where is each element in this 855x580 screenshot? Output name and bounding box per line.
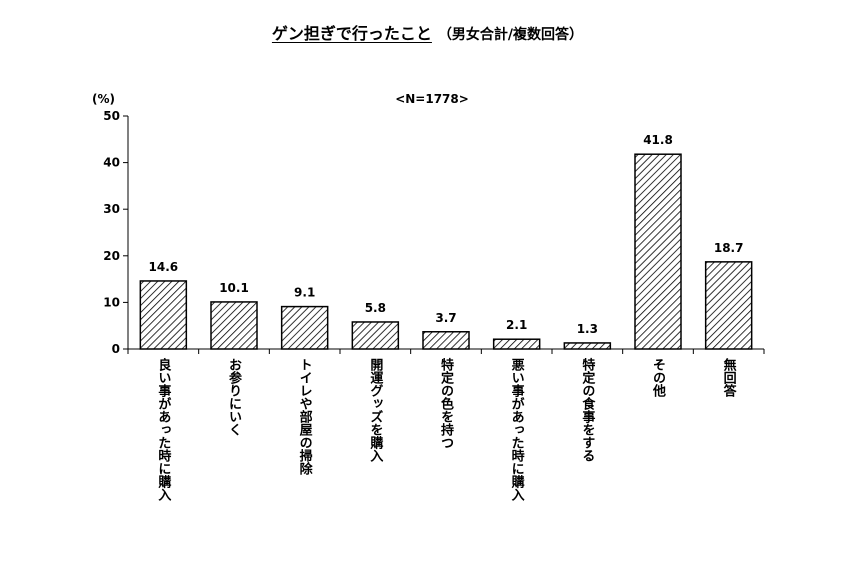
data-label: 9.1 [294,286,315,300]
sample-size-note: <N=1778> [395,92,469,106]
data-label: 5.8 [365,301,386,315]
bar [139,280,188,350]
y-tick-label: 10 [103,295,120,309]
x-tick-label: 無回答 [720,358,736,397]
x-tick-label: 良い事があった時に購入 [155,358,171,501]
x-tick-label: お参りにいく [226,358,241,436]
x-tick-label: 開運グッズを購入 [367,358,383,462]
data-label: 18.7 [714,241,744,255]
data-label: 1.3 [577,322,598,336]
y-tick-label: 50 [103,109,120,123]
data-label: 41.8 [643,133,673,147]
chart-title-row: ゲン担ぎで行ったこと （男女合計/複数回答） [0,20,855,44]
bar [351,321,400,350]
bar [422,331,470,350]
bar [210,301,258,350]
bar [704,261,753,350]
y-tick-label: 40 [103,156,120,170]
y-axis-label: (%) [92,92,115,106]
x-tick-label: 悪い事があった時に購入 [508,358,524,501]
x-tick-label: 特定の色を持つ [438,358,453,449]
data-label: 10.1 [219,281,249,295]
x-tick-label: トイレや部屋の掃除 [296,358,312,475]
x-tick-label: その他 [650,358,665,397]
chart-title: ゲン担ぎで行ったこと [271,24,432,43]
data-label: 14.6 [149,260,179,274]
y-tick-label: 0 [112,342,120,356]
bars [139,153,753,350]
y-tick-label: 30 [103,202,120,216]
y-tick-label: 20 [103,249,120,263]
value-labels: 14.6 10.1 9.1 5.8 3.7 2.1 1.3 41.8 18.7 [149,133,744,336]
data-label: 3.7 [435,311,456,325]
bar [280,305,329,350]
bar [634,153,682,350]
x-tick-label: 特定の食事をする [579,358,595,462]
bar [563,342,612,350]
chart-subtitle: （男女合計/複数回答） [437,27,584,43]
bar [492,338,541,350]
data-label: 2.1 [506,318,527,332]
